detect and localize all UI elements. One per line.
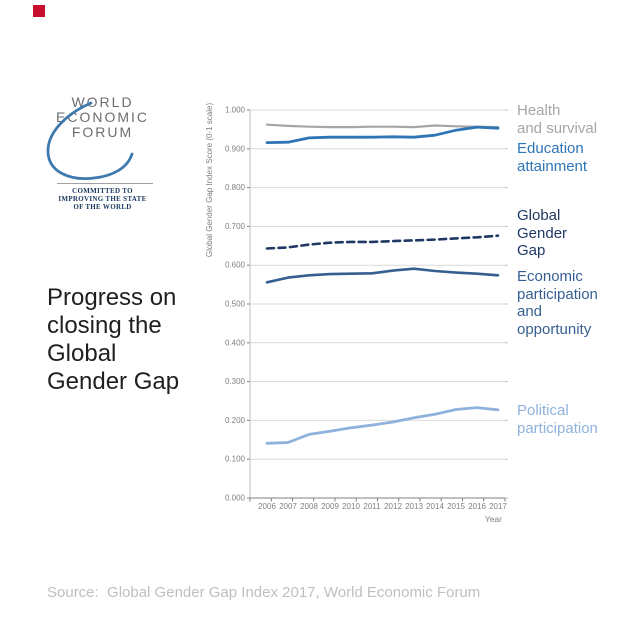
y-tick-label: 0.300 <box>225 377 246 386</box>
x-axis-title: Year <box>485 514 502 524</box>
y-tick-label: 0.800 <box>225 183 246 192</box>
y-tick-label: 1.000 <box>225 106 246 115</box>
x-tick-label: 2010 <box>342 502 360 511</box>
y-tick-label: 0.600 <box>225 261 246 270</box>
legend-economic-participation: Economic participation and opportunity <box>517 268 598 338</box>
source-note: Source: Global Gender Gap Index 2017, Wo… <box>47 584 481 601</box>
x-tick-label: 2008 <box>300 502 318 511</box>
chart-legend: Health and survival Education attainment… <box>517 0 637 639</box>
x-tick-label: 2009 <box>321 502 339 511</box>
y-tick-label: 0.100 <box>225 455 246 464</box>
red-square-marker <box>33 5 45 17</box>
wef-logo-divider <box>57 183 153 184</box>
x-tick-label: 2007 <box>279 502 297 511</box>
x-tick-label: 2017 <box>489 502 507 511</box>
legend-political-participation: Political participation <box>517 402 598 437</box>
series-line-education <box>265 125 500 144</box>
series-line-political <box>265 406 500 445</box>
legend-education-attainment: Education attainment <box>517 140 588 175</box>
legend-health-and-survival: Health and survival <box>517 102 598 137</box>
y-tick-label: 0.000 <box>225 494 246 503</box>
y-tick-label: 0.900 <box>225 144 246 153</box>
y-tick-label: 0.400 <box>225 338 246 347</box>
x-tick-label: 2015 <box>447 502 465 511</box>
x-tick-label: 2006 <box>258 502 276 511</box>
series-line-health <box>265 123 500 129</box>
gender-gap-line-chart: 0.000 0.100 0.200 0.300 0.400 0.500 0.600 0.700… <box>205 103 508 524</box>
y-tick-label: 0.200 <box>225 416 246 425</box>
x-tick-label: 2016 <box>468 502 486 511</box>
y-tick-label: 0.700 <box>225 222 246 231</box>
wef-logo-swoosh-icon <box>46 101 134 180</box>
x-tick-label: 2013 <box>405 502 423 511</box>
x-tick-label: 2011 <box>363 502 381 511</box>
series-line-global <box>265 234 500 250</box>
wef-logo-tagline: COMMITTED TO IMPROVING THE STATE OF THE … <box>58 187 147 211</box>
page-title: Progress on closing the Global Gender Ga… <box>47 284 180 395</box>
y-tick-label: 0.500 <box>225 300 246 309</box>
series-line-economic <box>265 267 500 284</box>
legend-global-gender-gap: Global Gender Gap <box>517 207 568 259</box>
wef-logo: WORLD ECONOMIC FORUM COMMITTED TO IMPROV… <box>40 95 165 211</box>
x-tick-label: 2014 <box>426 502 444 511</box>
y-axis-title: Global Gender Gap Index Score (0-1 scale… <box>205 103 214 258</box>
x-tick-label: 2012 <box>384 502 402 511</box>
wef-logo-swoosh-path <box>46 101 134 180</box>
